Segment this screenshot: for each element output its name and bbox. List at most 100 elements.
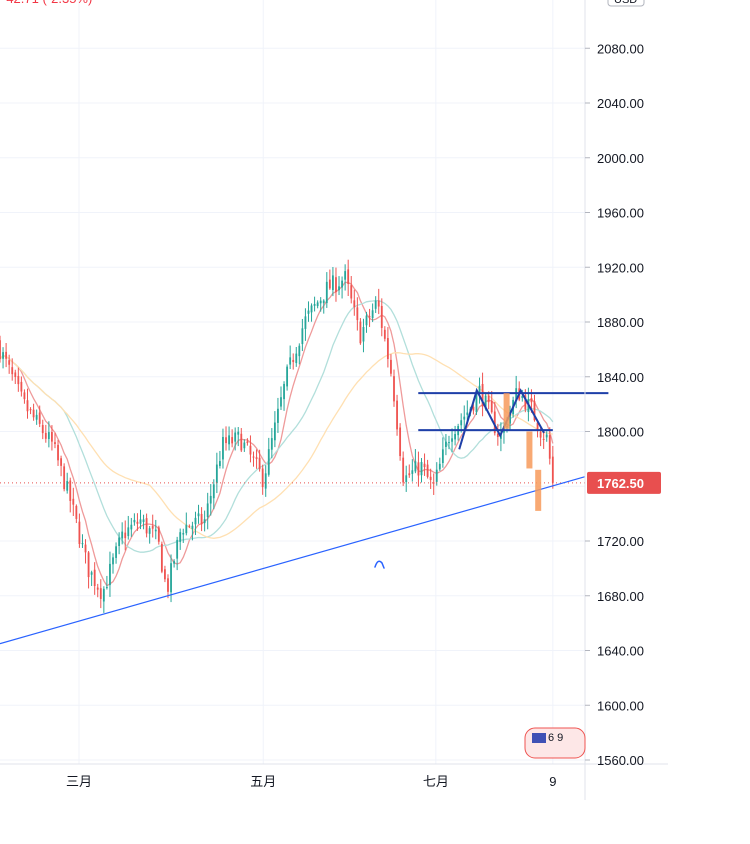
- candle-body: [44, 432, 47, 439]
- candle-body: [454, 434, 456, 440]
- candle: [411, 459, 414, 482]
- currency-selector-box[interactable]: [607, 0, 645, 7]
- candle: [445, 434, 447, 456]
- candle-body: [380, 305, 383, 328]
- candle: [341, 276, 343, 299]
- candle: [451, 428, 453, 453]
- candle: [481, 372, 484, 417]
- candle-body: [105, 587, 108, 589]
- candle: [136, 513, 139, 531]
- y-tick-label: 1720.00: [597, 534, 644, 549]
- candle-body: [130, 524, 133, 530]
- grid: [0, 0, 585, 764]
- candle-body: [26, 400, 29, 412]
- candle: [200, 507, 203, 532]
- candle-body: [493, 411, 496, 434]
- candle-body: [154, 529, 157, 532]
- candle-body: [96, 587, 99, 590]
- candle: [145, 513, 148, 538]
- candle-body: [408, 473, 411, 476]
- candle-body: [0, 340, 1, 359]
- event-badge[interactable]: 6 9: [524, 727, 586, 759]
- candle-body: [451, 438, 453, 442]
- candle: [261, 464, 264, 495]
- candle-body: [533, 401, 536, 421]
- candle: [14, 369, 17, 384]
- double-top-pattern[interactable]: [458, 387, 545, 450]
- candle: [63, 463, 66, 492]
- drawn-bar[interactable]: [526, 431, 533, 469]
- candle-body: [255, 457, 258, 459]
- candle: [344, 264, 347, 291]
- candle: [215, 452, 218, 494]
- candle-body: [530, 398, 533, 403]
- candle-body: [212, 484, 215, 499]
- trend-line[interactable]: [0, 476, 586, 645]
- candle-body: [133, 519, 136, 523]
- candle: [212, 479, 215, 510]
- candle: [325, 272, 328, 308]
- candle: [185, 512, 188, 536]
- candle: [54, 433, 56, 449]
- candle-body: [322, 300, 325, 304]
- candle: [353, 289, 356, 316]
- candle: [194, 511, 197, 536]
- moving-averages: [0, 281, 554, 587]
- y-tick-label: 1880.00: [597, 315, 644, 330]
- currency-selector[interactable]: USD: [607, 0, 645, 7]
- candle: [176, 536, 179, 571]
- candle-body: [102, 588, 105, 602]
- candle-body: [341, 280, 343, 288]
- flag-icon: [532, 733, 546, 743]
- candle: [420, 458, 423, 483]
- candle-body: [203, 519, 206, 524]
- price-change-header: -42.71 (-2.35%): [2, 0, 92, 6]
- last-price-tag-label: 1762.50: [597, 476, 644, 491]
- y-tick-label: 1920.00: [597, 260, 644, 275]
- candle-body: [115, 546, 117, 558]
- candle: [393, 369, 395, 407]
- candle: [26, 388, 29, 419]
- candle-body: [283, 383, 285, 400]
- candle: [218, 450, 221, 469]
- candle-body: [264, 473, 267, 489]
- candle-body: [121, 531, 124, 539]
- y-tick-label: 1680.00: [597, 589, 644, 604]
- candle-body: [270, 438, 273, 450]
- drawings[interactable]: [0, 387, 609, 645]
- candle: [441, 437, 444, 468]
- candle-body: [41, 425, 44, 434]
- y-tick-label: 2000.00: [597, 151, 644, 166]
- candle: [270, 428, 273, 459]
- candle-body: [69, 480, 72, 501]
- drawn-bar[interactable]: [503, 393, 510, 429]
- candle-body: [75, 505, 78, 519]
- candle: [548, 427, 551, 465]
- scribble-mark[interactable]: [374, 560, 385, 569]
- candle: [191, 521, 194, 541]
- candle-body: [66, 481, 69, 491]
- candle-body: [5, 351, 8, 359]
- candle: [41, 419, 44, 440]
- candle-body: [273, 422, 276, 441]
- candle: [264, 465, 267, 497]
- candle: [472, 404, 475, 415]
- candle-body: [173, 561, 176, 564]
- candle: [371, 303, 374, 323]
- candle-body: [487, 395, 490, 403]
- candle: [362, 318, 365, 353]
- candle-body: [84, 544, 87, 553]
- candle: [160, 541, 163, 574]
- candle-body: [194, 517, 197, 525]
- candle-body: [432, 482, 435, 484]
- drawn-bar[interactable]: [535, 469, 542, 511]
- candle-body: [280, 397, 282, 407]
- candle-body: [359, 321, 362, 344]
- candle: [84, 539, 87, 564]
- candle: [417, 451, 420, 487]
- candle: [243, 439, 246, 452]
- candle-body: [267, 449, 270, 475]
- candle-body: [328, 279, 331, 289]
